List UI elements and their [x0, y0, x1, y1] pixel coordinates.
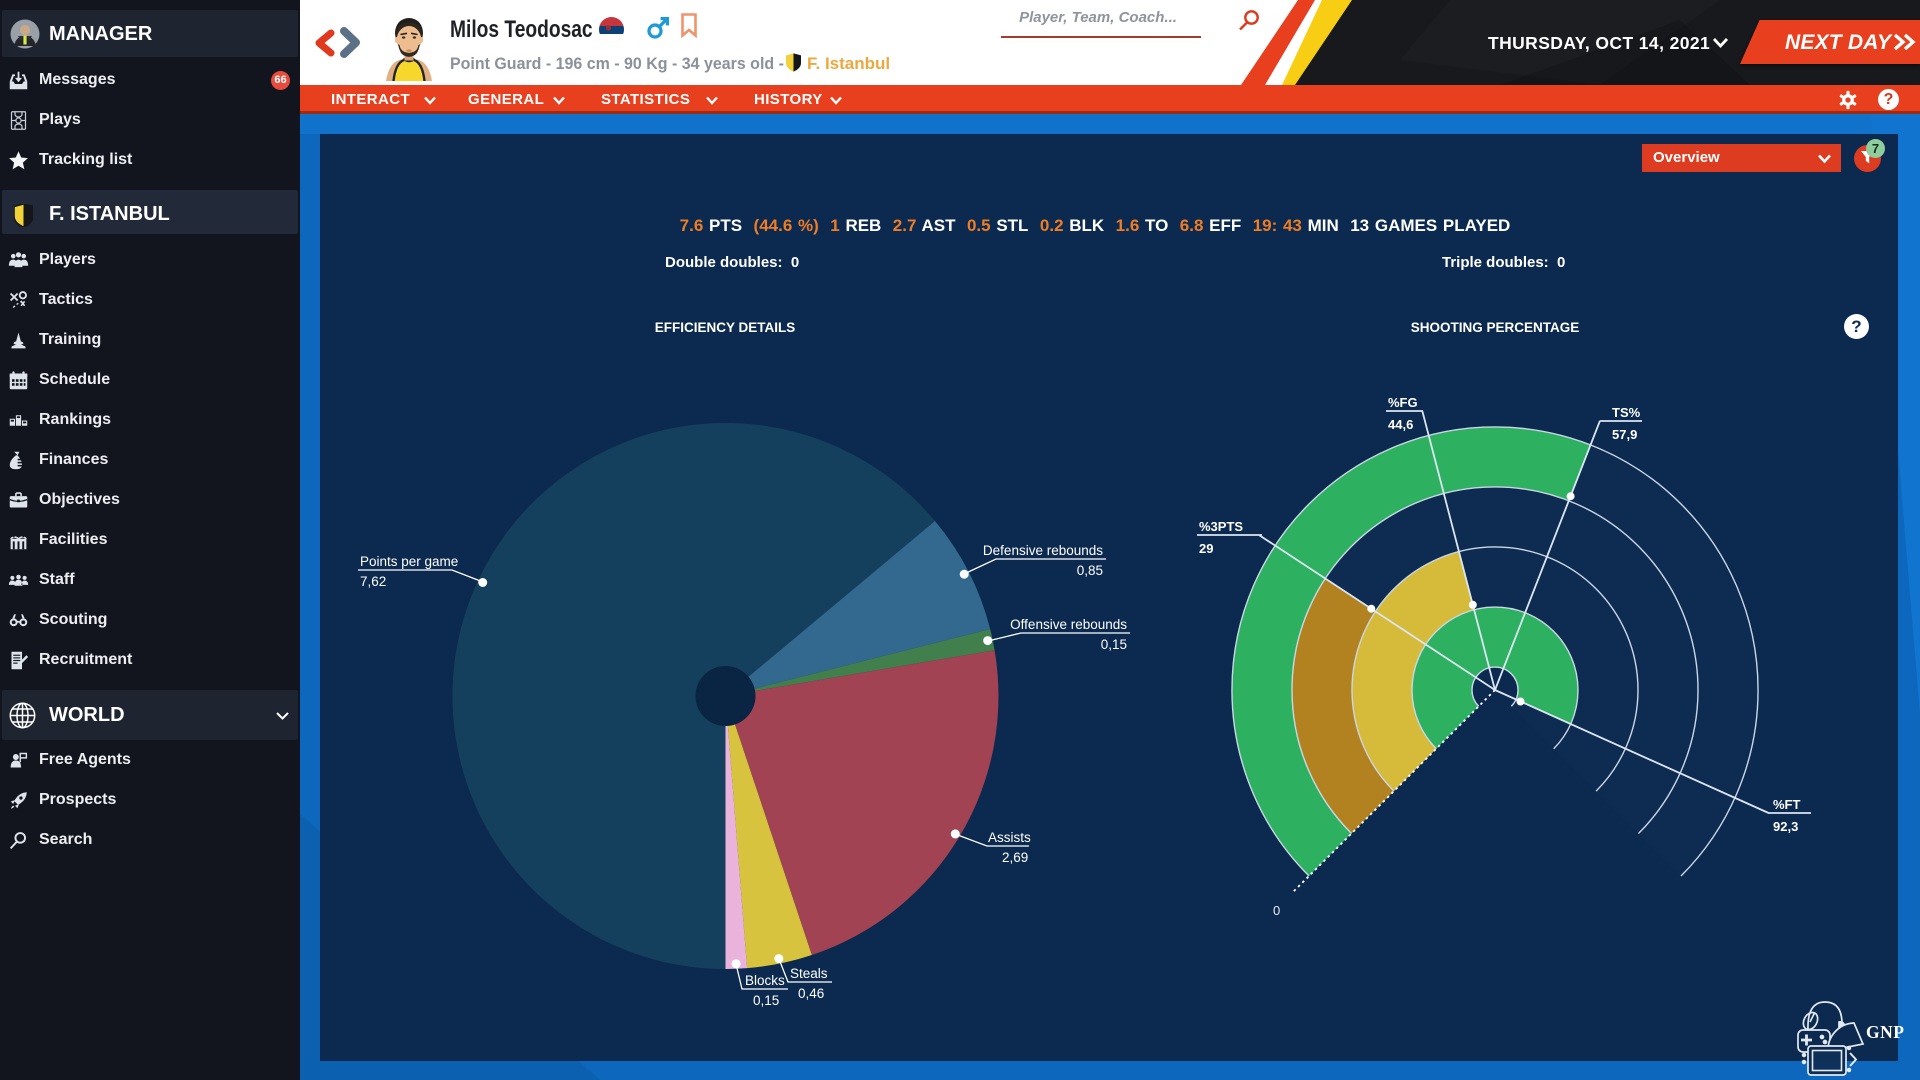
svg-text:GNP: GNP	[1866, 1022, 1904, 1042]
